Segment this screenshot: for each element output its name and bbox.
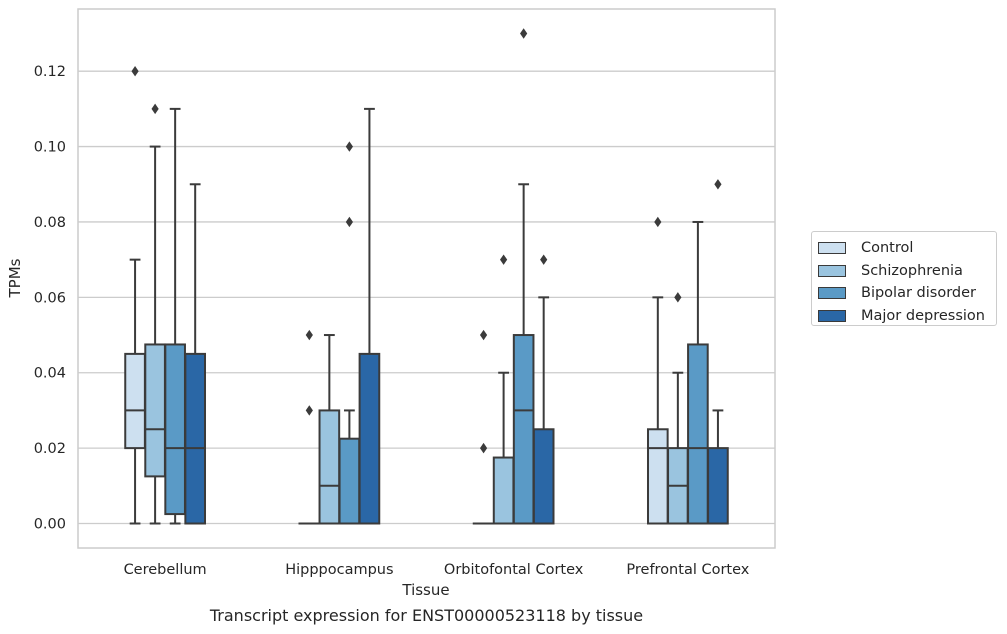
outlier-point [345, 216, 353, 228]
box-group [492, 254, 515, 525]
y-axis-ticks: 0.00 0.02 0.04 0.06 0.08 0.10 0.12 [34, 64, 66, 532]
outlier-point [500, 254, 508, 265]
box-group [164, 107, 186, 525]
outlier-point [520, 28, 528, 39]
legend-label-bipolar-disorder: Bipolar disorder [861, 285, 976, 302]
outlier-point [305, 405, 313, 416]
x-tick-label: Orbitofontal Cortex [444, 562, 584, 578]
y-tick-label: 0.02 [34, 441, 66, 457]
x-tick-label: Hipppocampus [285, 562, 393, 578]
box [144, 343, 166, 478]
box-group [532, 254, 555, 525]
box [318, 409, 341, 525]
outlier-point [479, 329, 488, 341]
legend-item-bipolar-disorder: Bipolar disorder [812, 282, 996, 305]
box-group [318, 334, 341, 525]
y-tick-label: 0.06 [34, 290, 66, 306]
box [492, 456, 515, 525]
box-group [184, 183, 207, 525]
y-tick-label: 0.00 [34, 517, 66, 533]
outlier-point [151, 103, 159, 115]
x-tick-label: Prefrontal Cortex [626, 562, 749, 578]
box [164, 343, 186, 516]
outlier-point [654, 216, 662, 228]
x-axis-ticks: Cerebellum Hipppocampus Orbitofontal Corte… [124, 562, 750, 578]
x-tick-label: Cerebellum [124, 562, 207, 578]
box [532, 428, 555, 525]
plot-frame [77, 8, 776, 549]
box-group [707, 179, 729, 525]
box [358, 352, 381, 525]
y-axis-label: TPMs [6, 258, 24, 298]
box [687, 343, 709, 525]
legend: Control Schizophrenia Bipolar disorder M… [811, 231, 997, 326]
box-group [687, 220, 709, 525]
outlier-point [479, 442, 488, 454]
legend-swatch-schizophrenia [818, 264, 846, 277]
box [646, 428, 669, 525]
outlier-point [131, 65, 139, 77]
legend-label-major-depression: Major depression [861, 307, 985, 324]
outlier-point [540, 254, 548, 265]
box-group [298, 329, 321, 525]
legend-item-control: Control [812, 237, 996, 260]
legend-item-major-depression: Major depression [812, 305, 996, 328]
legend-swatch-major-depression [818, 309, 846, 322]
outlier-point [674, 292, 682, 303]
outlier-point [345, 141, 353, 152]
box-group [472, 329, 495, 525]
legend-label-schizophrenia: Schizophrenia [861, 262, 963, 279]
legend-swatch-bipolar-disorder [818, 287, 846, 300]
box [124, 352, 146, 450]
legend-swatch-control [818, 242, 846, 255]
box-group [338, 141, 361, 525]
chart-caption: Transcript expression for ENST0000052311… [209, 606, 644, 625]
outlier-point [305, 329, 313, 341]
x-axis-label: Tissue [401, 581, 449, 599]
box-group [144, 103, 166, 525]
outlier-point [714, 179, 722, 190]
boxes [124, 28, 729, 525]
box-group [124, 65, 146, 525]
box-group [512, 28, 535, 525]
y-tick-label: 0.04 [34, 366, 66, 382]
box [184, 352, 207, 525]
legend-item-schizophrenia: Schizophrenia [812, 260, 996, 283]
box-group [667, 292, 689, 525]
box-group [358, 107, 381, 525]
y-tick-label: 0.12 [34, 64, 66, 80]
box [707, 447, 729, 525]
box [512, 334, 535, 525]
y-tick-label: 0.10 [34, 140, 66, 156]
y-tick-label: 0.08 [34, 215, 66, 231]
box-group [646, 216, 669, 525]
box [338, 437, 361, 525]
legend-label-control: Control [861, 240, 914, 257]
